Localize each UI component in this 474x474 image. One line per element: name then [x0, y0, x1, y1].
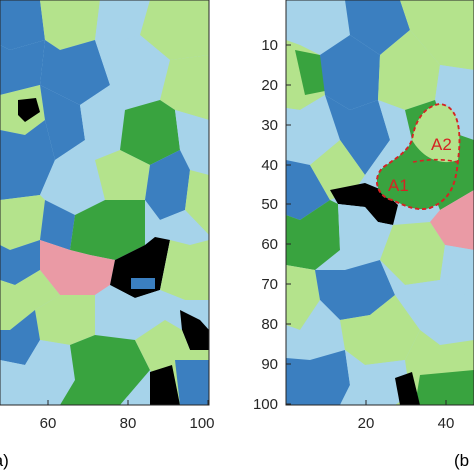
panel-b-y-tick-label: 60	[261, 236, 278, 253]
panel-b-x-tick-label: 20	[358, 415, 375, 432]
annotation-a2: A2	[431, 135, 452, 154]
panel-b-y-tick-label: 20	[261, 77, 278, 94]
panel-b-label: (b	[454, 451, 469, 470]
panel-b-y-tick-label: 40	[261, 157, 278, 174]
panel-b-grain-map	[286, 0, 474, 405]
annotation-a1: A1	[388, 176, 409, 195]
panel-b-y-tick-label: 10	[261, 37, 278, 54]
panel-b-y-tick-label: 90	[261, 356, 278, 373]
panel-b-y-ticks: 10 20 30 40 50 60 70 80 90 100	[253, 37, 291, 413]
panel-b-axes-frame	[285, 0, 474, 406]
panel-b-y-tick-label: 70	[261, 276, 278, 293]
panel-a-x-ticks: 60 80 100	[40, 400, 215, 432]
panel-b-y-tick-label: 100	[253, 396, 278, 413]
panel-b-y-tick-label: 30	[261, 117, 278, 134]
panel-b-x-ticks: 20 40	[358, 400, 455, 432]
panel-b-y-tick-label: 50	[261, 196, 278, 213]
annotated-grain-region: A2 A1	[376, 103, 461, 210]
panel-a-x-tick-label: 60	[40, 415, 57, 432]
panel-a-grain-map	[0, 0, 209, 405]
panel-a-axes-frame	[0, 0, 210, 406]
panel-b-x-tick-label: 40	[438, 415, 455, 432]
panel-a-x-tick-label: 100	[189, 415, 214, 432]
panel-a-x-tick-label: 80	[120, 415, 137, 432]
panel-b-y-tick-label: 80	[261, 316, 278, 333]
panel-a-label: (a)	[0, 451, 9, 470]
